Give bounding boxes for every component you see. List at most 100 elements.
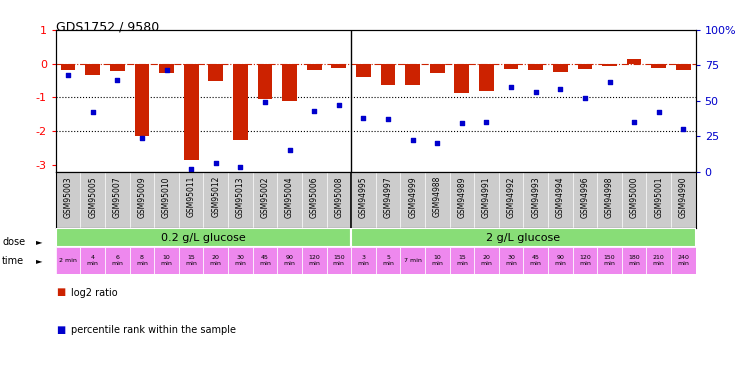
Text: ■: ■ — [56, 288, 65, 297]
Point — [185, 166, 197, 172]
Text: 8
min: 8 min — [136, 255, 148, 266]
Bar — [425, 247, 449, 274]
Point — [112, 76, 124, 82]
Bar — [479, 64, 494, 92]
Bar — [356, 64, 371, 76]
Text: GSM95007: GSM95007 — [113, 176, 122, 218]
Text: GSM94995: GSM94995 — [359, 176, 368, 218]
Text: ►: ► — [36, 237, 42, 246]
Point — [382, 116, 394, 122]
Bar — [528, 64, 543, 70]
Point — [283, 147, 295, 153]
Text: GSM95010: GSM95010 — [162, 176, 171, 218]
Bar — [676, 64, 690, 70]
Text: GSM95011: GSM95011 — [187, 176, 196, 218]
Text: 150
min: 150 min — [333, 255, 344, 266]
Text: 30
min: 30 min — [234, 255, 246, 266]
Bar — [302, 247, 327, 274]
Text: ■: ■ — [56, 325, 65, 335]
Text: 45
min: 45 min — [530, 255, 542, 266]
Bar — [647, 247, 671, 274]
Text: GSM95012: GSM95012 — [211, 176, 220, 218]
Point — [603, 80, 615, 86]
Point — [456, 120, 468, 126]
Text: GSM94990: GSM94990 — [679, 176, 688, 218]
Bar — [56, 228, 351, 247]
Text: GSM94993: GSM94993 — [531, 176, 540, 218]
Bar — [449, 247, 474, 274]
Bar — [498, 247, 523, 274]
Bar — [257, 64, 272, 99]
Text: 240
min: 240 min — [677, 255, 689, 266]
Text: 3
min: 3 min — [357, 255, 369, 266]
Point — [136, 135, 148, 141]
Text: 120
min: 120 min — [579, 255, 591, 266]
Point — [407, 137, 419, 143]
Point — [308, 108, 320, 114]
Text: log2 ratio: log2 ratio — [71, 288, 118, 297]
Text: GSM94989: GSM94989 — [458, 176, 466, 218]
Text: 90
min: 90 min — [554, 255, 566, 266]
Bar — [331, 64, 346, 68]
Text: GSM94999: GSM94999 — [408, 176, 417, 218]
Bar — [376, 247, 400, 274]
Bar — [80, 247, 105, 274]
Text: percentile rank within the sample: percentile rank within the sample — [71, 325, 236, 335]
Text: 45
min: 45 min — [259, 255, 271, 266]
Text: 4
min: 4 min — [87, 255, 99, 266]
Bar — [400, 247, 425, 274]
Point — [554, 87, 566, 93]
Bar — [228, 247, 253, 274]
Bar — [61, 64, 75, 70]
Text: 10
min: 10 min — [432, 255, 443, 266]
Bar — [327, 247, 351, 274]
Text: GSM95008: GSM95008 — [334, 176, 343, 218]
Bar — [671, 247, 696, 274]
Text: GSM94997: GSM94997 — [383, 176, 393, 218]
Bar — [135, 64, 150, 136]
Bar — [602, 64, 617, 66]
Text: GSM95002: GSM95002 — [260, 176, 269, 218]
Text: 15
min: 15 min — [456, 255, 468, 266]
Bar — [573, 247, 597, 274]
Bar — [405, 64, 420, 85]
Bar — [553, 64, 568, 72]
Point — [62, 72, 74, 78]
Bar — [307, 64, 321, 70]
Text: dose: dose — [2, 237, 25, 247]
Text: GSM95000: GSM95000 — [629, 176, 638, 218]
Text: 180
min: 180 min — [628, 255, 640, 266]
Bar — [233, 64, 248, 140]
Bar — [455, 64, 469, 93]
Text: ►: ► — [36, 256, 42, 265]
Bar — [154, 247, 179, 274]
Bar — [577, 64, 592, 69]
Bar — [159, 64, 174, 73]
Bar — [56, 247, 80, 274]
Text: 30
min: 30 min — [505, 255, 517, 266]
Point — [677, 126, 689, 132]
Text: GSM95001: GSM95001 — [654, 176, 663, 218]
Bar — [179, 247, 203, 274]
Bar — [523, 247, 548, 274]
Point — [530, 89, 542, 95]
Text: GSM95003: GSM95003 — [63, 176, 73, 218]
Point — [628, 119, 640, 125]
Text: 2 min: 2 min — [60, 258, 77, 263]
Bar — [548, 247, 573, 274]
Point — [87, 109, 99, 115]
Text: GSM94996: GSM94996 — [580, 176, 589, 218]
Text: GSM94991: GSM94991 — [482, 176, 491, 218]
Bar — [430, 64, 445, 73]
Bar — [203, 247, 228, 274]
Bar — [105, 247, 129, 274]
Text: GSM95006: GSM95006 — [310, 176, 318, 218]
Bar — [86, 64, 100, 75]
Bar — [184, 64, 199, 160]
Bar — [351, 247, 376, 274]
Bar — [504, 64, 519, 69]
Text: GSM95004: GSM95004 — [285, 176, 294, 218]
Point — [505, 84, 517, 90]
Bar — [626, 58, 641, 64]
Bar — [253, 247, 278, 274]
